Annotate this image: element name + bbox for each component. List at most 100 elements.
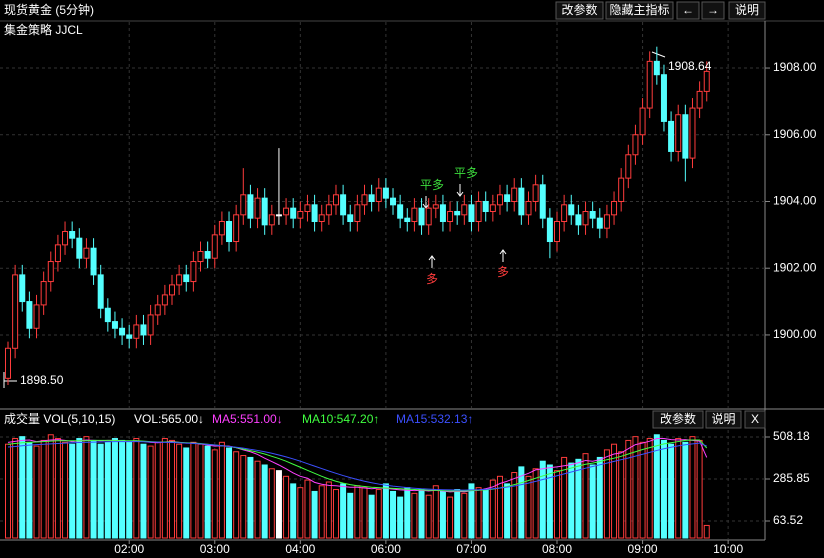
candle-body (504, 194, 511, 202)
volume-bar (696, 439, 703, 539)
button-label: → (707, 3, 719, 17)
candle-body (511, 187, 518, 202)
candle-body (368, 194, 375, 202)
volume-bar (347, 492, 354, 539)
candle-body (611, 200, 618, 216)
low-marker (3, 372, 17, 388)
button-frame (555, 1, 604, 20)
volume-bar (596, 456, 603, 539)
volume-bar (176, 443, 183, 539)
candle-body (254, 197, 261, 219)
y-tick-label: 63.52 (773, 513, 803, 527)
candle-body (432, 204, 439, 209)
volume-bar (653, 434, 660, 539)
candle-body (83, 247, 90, 259)
volume-bar (518, 466, 525, 539)
volume-bar (325, 481, 332, 539)
button-frame (652, 410, 704, 429)
candle-body (275, 214, 282, 217)
candle-body (653, 60, 660, 76)
volume-bar (332, 489, 339, 539)
button[interactable]: 改参数 (555, 1, 604, 20)
button[interactable]: → (701, 1, 725, 20)
candle-body (12, 274, 19, 349)
candle-body (168, 284, 175, 296)
volume-bar (254, 460, 261, 539)
candle-body (332, 194, 339, 206)
candle-body (390, 197, 397, 206)
x-tick-label: 09:00 (628, 542, 658, 556)
candle-body (382, 187, 389, 199)
button[interactable]: 说明 (705, 410, 742, 429)
volume-bar (618, 451, 625, 539)
candle-body (283, 207, 290, 216)
volume-bar (504, 483, 511, 539)
y-tick-label: 285.85 (773, 471, 810, 485)
candle-body (668, 120, 675, 152)
volume-bar (204, 445, 211, 539)
candle-body (176, 274, 183, 286)
button[interactable]: 改参数 (652, 410, 704, 429)
candle-body (104, 307, 111, 323)
candle-body (347, 214, 354, 223)
button[interactable]: 说明 (728, 1, 766, 20)
candle-body (5, 347, 11, 379)
volume-bar (47, 434, 54, 539)
volume-bar (532, 468, 539, 539)
button[interactable]: 隐藏主指标 (605, 1, 674, 20)
volume-bar (211, 449, 218, 539)
candle-body (261, 197, 268, 226)
candle-body (603, 214, 610, 229)
volume-bar (247, 456, 254, 539)
button[interactable]: X (744, 410, 766, 429)
candle-body (411, 207, 418, 223)
y-tick-label: 1908.00 (773, 60, 817, 74)
volume-bar (447, 496, 454, 539)
volume-bar (311, 490, 318, 539)
volume-bar (660, 439, 667, 539)
button-frame (605, 1, 674, 20)
volume-bar (539, 460, 546, 539)
candle-body (439, 204, 446, 223)
candle-body (183, 274, 190, 283)
candle-body (240, 194, 247, 216)
volume-bar (54, 438, 61, 539)
volume-bar (418, 489, 425, 539)
volume-bar (390, 490, 397, 539)
volume-bar (554, 470, 561, 539)
button[interactable]: ← (676, 1, 700, 20)
volume-bar (33, 445, 40, 539)
volume-bar (111, 438, 118, 539)
volume-bar (546, 464, 553, 539)
candle-body (233, 214, 240, 243)
candle-body (682, 114, 689, 159)
candle-body (696, 90, 703, 109)
volume-bar (190, 441, 197, 539)
legend-entry: MA5:551.00↓ (212, 412, 283, 426)
candle-body (482, 200, 489, 212)
candle-body (290, 207, 297, 219)
ma-line (7, 441, 707, 491)
x-tick-label: 08:00 (542, 542, 572, 556)
strategy-label: 集金策略 JJCL (4, 22, 83, 37)
volume-bar (304, 479, 311, 539)
candle-body (575, 214, 582, 226)
candle-body (90, 247, 97, 276)
volume-bar (368, 494, 375, 539)
candle-body (40, 281, 47, 306)
volume-bar (354, 485, 361, 539)
candle-body (703, 70, 710, 92)
volume-bar (90, 439, 97, 539)
volume-bar (468, 483, 475, 539)
candle-body (19, 274, 26, 303)
x-tick-label: 02:00 (114, 542, 144, 556)
candle-body (454, 210, 461, 216)
signal-label: 多 (497, 265, 509, 279)
candle-body (546, 217, 553, 243)
high-marker (651, 51, 666, 58)
volume-bar (261, 464, 268, 539)
candle-body (311, 204, 318, 223)
button-frame (744, 410, 766, 429)
volume-bar (561, 456, 568, 539)
x-tick-label: 10:00 (713, 542, 743, 556)
